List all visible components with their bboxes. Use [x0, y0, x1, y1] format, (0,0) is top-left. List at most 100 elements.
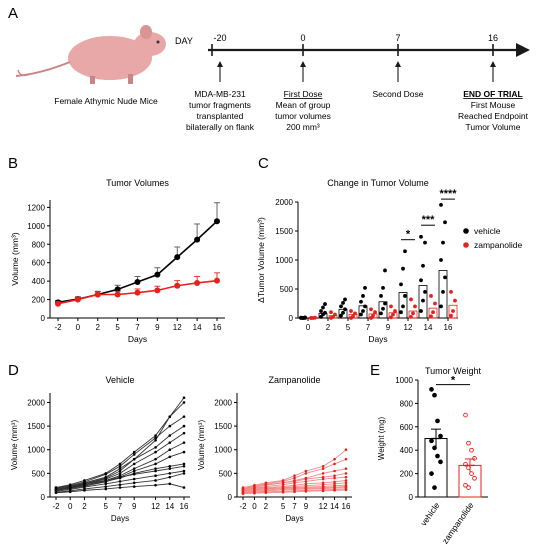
note-line: MDA-MB-231: [194, 89, 246, 99]
mean-bar: [358, 305, 368, 319]
mouse-body: [68, 36, 152, 80]
x-category-label: vehicle: [418, 500, 442, 528]
x-tick-label: 9: [132, 502, 137, 511]
chart-tumor-weight: 0 200 400 600 800 1000 Tumor Weight Weight (mg)…: [377, 366, 488, 546]
data-point: [449, 313, 453, 318]
data-point: [132, 457, 136, 461]
data-point: [409, 297, 413, 302]
individual-line: [55, 425, 185, 490]
x-tick-label: 14: [330, 502, 339, 511]
data-point: [421, 298, 425, 303]
data-point: [104, 482, 108, 486]
y-tick-label: 500: [280, 285, 294, 294]
data-point: [344, 448, 348, 452]
data-point: [379, 311, 383, 316]
data-point: [182, 472, 186, 475]
data-point: [433, 301, 437, 306]
data-point: [439, 203, 443, 207]
data-point: [154, 474, 157, 478]
timeline-day: 0: [300, 33, 305, 43]
data-point: [423, 240, 427, 245]
data-point: [168, 475, 172, 479]
data-point: [168, 415, 172, 418]
y-tick-label: 0: [228, 493, 233, 502]
data-point: [154, 457, 157, 461]
data-point: [54, 488, 58, 491]
data-point: [154, 446, 157, 449]
y-tick-label: 400: [32, 277, 46, 286]
data-point: [118, 472, 122, 475]
note-line: First Mouse: [471, 100, 516, 110]
data-point: [304, 472, 308, 475]
data-point: [344, 457, 348, 461]
data-point: [389, 315, 393, 320]
chart-title: Vehicle: [105, 375, 134, 385]
panel-b-letter: B: [8, 155, 18, 172]
y-tick-label: 1500: [275, 227, 293, 236]
note-arrowhead: [300, 61, 306, 67]
y-axis-label: Volume (mm³): [10, 232, 20, 286]
note-line: bilaterally on flank: [186, 122, 255, 132]
data-point: [419, 234, 423, 239]
data-point: [194, 236, 201, 243]
data-point: [182, 424, 186, 428]
data-point: [281, 490, 285, 494]
data-point: [182, 462, 186, 466]
timeline-day: 7: [395, 33, 400, 43]
data-point: [132, 469, 136, 473]
x-tick-label: 2: [96, 323, 101, 332]
x-tick-label: 14: [193, 323, 202, 332]
x-tick-label: 0: [306, 323, 311, 332]
data-point: [74, 296, 81, 303]
data-point: [83, 482, 86, 486]
data-point: [343, 307, 347, 312]
data-point: [369, 307, 373, 312]
data-point: [359, 312, 363, 317]
x-tick-label: 16: [213, 323, 222, 332]
data-point: [303, 315, 307, 320]
y-tick-label: 2000: [27, 398, 45, 407]
data-point: [293, 476, 296, 480]
data-point: [333, 462, 336, 466]
y-tick-label: 200: [400, 470, 414, 479]
data-point: [333, 489, 336, 492]
data-point: [441, 290, 445, 294]
y-tick-label: 2000: [214, 398, 232, 407]
data-point: [118, 467, 122, 470]
note-line: Mean of group: [276, 100, 331, 110]
chart-title: Tumor Weight: [425, 366, 482, 376]
data-point: [333, 312, 337, 317]
data-point: [423, 290, 427, 294]
data-point: [401, 266, 405, 271]
data-point: [466, 465, 471, 471]
y-tick-label: 1000: [214, 446, 232, 455]
data-point: [373, 310, 377, 315]
data-point: [154, 467, 157, 470]
data-point: [321, 489, 325, 493]
data-point: [333, 482, 336, 486]
y-tick-label: 1000: [27, 446, 45, 455]
data-point: [182, 441, 186, 444]
x-tick-label: 14: [424, 323, 433, 332]
x-tick-label: 0: [68, 502, 73, 511]
data-point: [182, 401, 186, 404]
x-tick-label: 16: [444, 323, 453, 332]
data-point: [118, 480, 122, 483]
data-point: [304, 490, 308, 493]
x-tick-label: 5: [346, 323, 351, 332]
y-tick-label: 800: [400, 399, 414, 408]
y-tick-label: 600: [32, 259, 46, 268]
data-point: [154, 450, 157, 454]
y-tick-label: 600: [400, 423, 414, 432]
data-point: [319, 309, 323, 313]
x-tick-label: -2: [52, 502, 60, 511]
mouse-leg: [128, 74, 133, 84]
note-line: Reached Endpoint: [458, 111, 529, 121]
data-point: [321, 475, 325, 479]
data-point: [168, 455, 172, 459]
mean-bar: [438, 270, 448, 319]
data-point: [383, 268, 387, 273]
data-point: [441, 240, 445, 245]
y-tick-label: 800: [32, 240, 46, 249]
data-point: [168, 434, 172, 437]
